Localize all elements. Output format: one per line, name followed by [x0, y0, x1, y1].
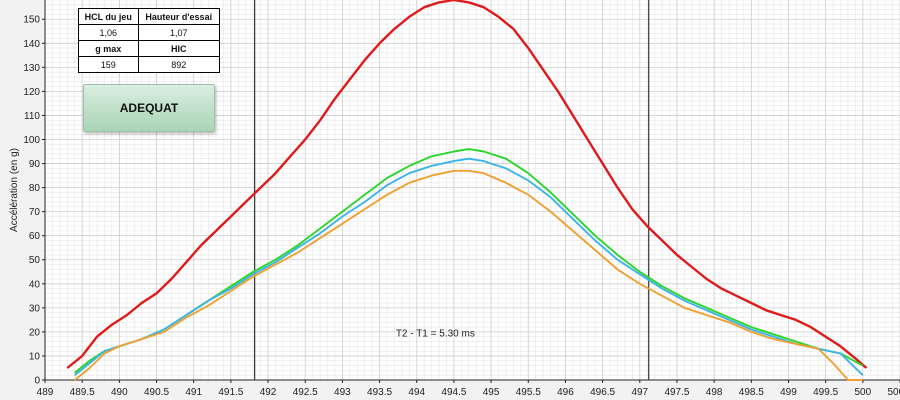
x-tick-label: 491	[185, 387, 202, 398]
x-tick-label: 496.5	[590, 387, 615, 398]
series-line-1	[66, 0, 868, 369]
x-tick-label: 490	[111, 387, 128, 398]
header-gmax: g max	[78, 40, 139, 57]
x-tick-label: 494	[408, 387, 425, 398]
x-tick-label: 498.5	[739, 387, 764, 398]
x-tick-label: 495.5	[516, 387, 541, 398]
y-tick-label: 30	[29, 303, 41, 314]
x-tick-label: 495	[483, 387, 500, 398]
y-tick-label: 20	[29, 327, 41, 338]
x-tick-label: 492.5	[293, 387, 318, 398]
x-tick-label: 493.5	[367, 387, 392, 398]
duration-annotation: T2 - T1 = 5.30 ms	[396, 329, 475, 340]
table-header-row: HCL du jeu Hauteur d'essai	[78, 8, 220, 25]
x-tick-label: 489.5	[70, 387, 95, 398]
table-row: 1,06 1,07	[78, 24, 220, 41]
x-tick-label: 497.5	[664, 387, 689, 398]
x-tick-label: 498	[706, 387, 723, 398]
header-hic: HIC	[137, 40, 220, 57]
value-hauteur: 1,07	[137, 24, 220, 41]
x-tick-label: 497	[631, 387, 648, 398]
y-tick-label: 140	[23, 39, 40, 50]
y-axis-title: Accélération (en g)	[9, 148, 20, 232]
x-tick-label: 500	[854, 387, 871, 398]
header-hcl: HCL du jeu	[78, 8, 139, 25]
header-hauteur: Hauteur d'essai	[137, 8, 220, 25]
x-tick-label: 494.5	[441, 387, 466, 398]
table-header-row: g max HIC	[78, 40, 220, 57]
x-tick-label: 499	[780, 387, 797, 398]
x-tick-label: 496	[557, 387, 574, 398]
value-hic: 892	[137, 56, 220, 73]
y-tick-label: 80	[29, 183, 41, 194]
y-tick-label: 40	[29, 279, 41, 290]
series-line-3	[74, 157, 864, 376]
x-tick-label: 491.5	[218, 387, 243, 398]
y-tick-label: 0	[34, 376, 40, 387]
y-tick-label: 60	[29, 231, 41, 242]
x-tick-label: 493	[334, 387, 351, 398]
y-tick-label: 70	[29, 207, 41, 218]
x-tick-label: 492	[260, 387, 277, 398]
y-tick-label: 110	[24, 111, 40, 122]
series-line-4	[74, 169, 863, 381]
table-row: 159 892	[78, 56, 220, 73]
results-table: HCL du jeu Hauteur d'essai 1,06 1,07 g m…	[78, 8, 220, 73]
y-tick-label: 120	[23, 87, 40, 98]
value-hcl: 1,06	[78, 24, 139, 41]
value-gmax: 159	[78, 56, 139, 73]
y-tick-label: 130	[23, 63, 40, 74]
x-tick-label: 500.5	[887, 387, 900, 398]
y-tick-label: 10	[29, 351, 41, 362]
y-tick-label: 100	[23, 135, 40, 146]
x-tick-label: 490.5	[144, 387, 169, 398]
x-tick-label: 489	[37, 387, 54, 398]
y-tick-label: 150	[23, 15, 40, 26]
y-tick-label: 90	[29, 159, 41, 170]
x-tick-label: 499.5	[813, 387, 838, 398]
y-tick-label: 50	[29, 255, 41, 266]
status-badge-adequat: ADEQUAT	[83, 84, 215, 132]
